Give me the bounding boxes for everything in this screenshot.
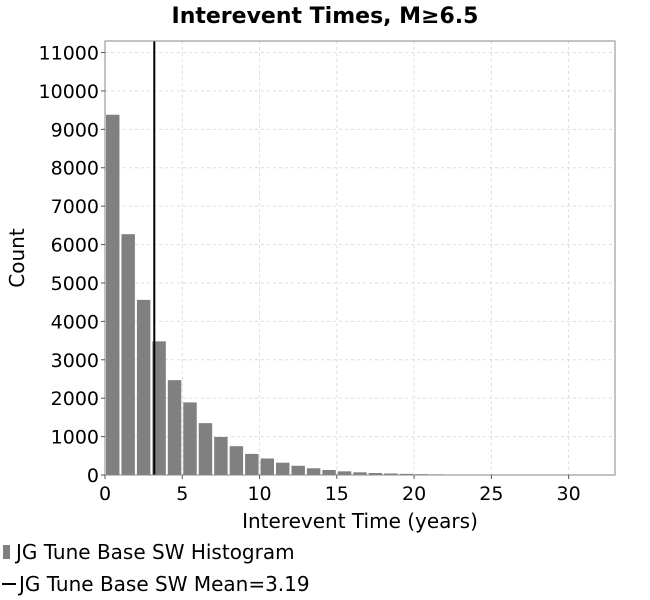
histogram-bar <box>306 468 321 475</box>
histogram-bars <box>106 114 614 476</box>
y-tick-label: 6000 <box>51 235 99 257</box>
y-axis-ticks: 0 1000 2000 3000 4000 5000 6000 7000 8000 9000 100… <box>39 43 105 487</box>
chart-title: Interevent Times, M≥6.5 <box>172 4 479 29</box>
grid <box>104 41 615 476</box>
legend-label-histogram: JG Tune Base SW Histogram <box>16 540 295 564</box>
y-tick-label: 11000 <box>39 43 99 65</box>
y-tick-label: 5000 <box>51 273 99 295</box>
legend-item-mean: JG Tune Base SW Mean=3.19 <box>2 572 310 596</box>
x-tick-label: 5 <box>176 483 188 505</box>
histogram-bar <box>337 471 352 475</box>
histogram-bar <box>291 465 305 475</box>
histogram-bar <box>229 446 244 475</box>
legend-item-histogram: JG Tune Base SW Histogram <box>2 540 295 564</box>
x-tick-label: 10 <box>247 483 271 505</box>
x-tick-label: 0 <box>99 483 111 505</box>
x-tick-label: 20 <box>402 483 426 505</box>
y-tick-label: 4000 <box>51 311 99 333</box>
y-tick-label: 9000 <box>51 119 99 141</box>
x-tick-label: 30 <box>557 483 581 505</box>
plot-frame <box>104 40 616 476</box>
histogram-bar <box>245 453 259 475</box>
y-tick-label: 2000 <box>51 388 99 410</box>
y-tick-label: 8000 <box>51 158 99 180</box>
y-tick-label: 0 <box>87 465 99 487</box>
histogram-bar <box>276 462 290 475</box>
legend-label-mean: JG Tune Base SW Mean=3.19 <box>19 572 310 596</box>
histogram-bar <box>353 472 367 475</box>
mean-line-swatch-icon <box>2 583 16 585</box>
x-tick-label: 25 <box>479 483 503 505</box>
histogram-bar <box>183 402 197 475</box>
y-tick-label: 3000 <box>51 350 99 372</box>
y-tick-label: 7000 <box>51 196 99 218</box>
y-tick-label: 1000 <box>51 427 99 449</box>
histogram-bar <box>322 470 336 475</box>
histogram-bar <box>167 380 182 475</box>
y-axis-label: Count <box>5 228 29 288</box>
histogram-bar <box>136 299 151 475</box>
histogram-bar <box>121 234 135 475</box>
x-axis-ticks: 0 5 10 15 20 25 30 <box>99 475 581 505</box>
y-tick-label: 10000 <box>39 81 99 103</box>
histogram-bar <box>399 473 414 475</box>
histogram-bar <box>260 458 274 475</box>
x-axis-label: Interevent Time (years) <box>242 509 478 533</box>
histogram-bar <box>214 436 228 475</box>
x-tick-label: 15 <box>325 483 349 505</box>
histogram-bar <box>106 114 120 476</box>
histogram-bar <box>198 423 213 475</box>
histogram-bar <box>384 473 398 475</box>
histogram-bar <box>368 473 383 475</box>
histogram-swatch-icon <box>3 545 10 559</box>
histogram-bar <box>152 341 166 475</box>
